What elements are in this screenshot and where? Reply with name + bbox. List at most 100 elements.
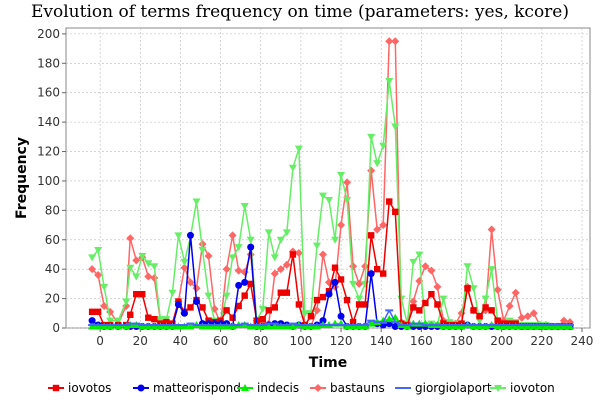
data-point-bastauns bbox=[559, 316, 568, 325]
y-tick-label: 100 bbox=[37, 174, 60, 188]
data-point-bastauns bbox=[355, 279, 364, 288]
data-point-iovoton bbox=[276, 236, 285, 244]
data-point-iovotos bbox=[199, 304, 206, 311]
data-point-giorgiolaport bbox=[553, 324, 562, 327]
data-point-iovoton bbox=[373, 160, 382, 168]
data-point-iovoton bbox=[282, 229, 291, 237]
x-tick-label: 120 bbox=[330, 334, 353, 348]
data-point-bastauns bbox=[186, 278, 195, 287]
data-point-giorgiolaport bbox=[439, 324, 448, 327]
data-point-iovoton bbox=[312, 242, 321, 250]
data-point-iovotos bbox=[271, 304, 278, 311]
data-point-iovotos bbox=[331, 264, 339, 271]
data-point-iovotos bbox=[265, 307, 272, 314]
data-point-indecis bbox=[385, 315, 394, 323]
data-point-iovotos bbox=[235, 302, 242, 310]
data-point-matteorispond bbox=[180, 309, 188, 317]
data-point-giorgiolaport bbox=[379, 321, 388, 324]
data-point-iovoton bbox=[240, 202, 249, 210]
data-point-giorgiolaport bbox=[559, 324, 568, 327]
data-point-iovotos bbox=[488, 307, 495, 314]
data-point-iovoton bbox=[180, 258, 189, 266]
data-point-iovoton bbox=[349, 280, 358, 288]
data-point-bastauns bbox=[94, 271, 103, 280]
data-point-iovoton bbox=[94, 247, 103, 255]
data-point-matteorispond bbox=[391, 323, 399, 331]
data-point-giorgiolaport bbox=[138, 324, 147, 327]
x-tick-label: 100 bbox=[289, 334, 312, 348]
legend-label: matteorispond bbox=[153, 381, 241, 395]
data-point-iovoton bbox=[343, 197, 352, 205]
legend-label: iovotos bbox=[68, 381, 111, 395]
data-point-iovotos bbox=[289, 251, 297, 258]
data-point-iovoton bbox=[132, 273, 141, 281]
data-point-iovoton bbox=[144, 260, 153, 268]
data-point-iovotos bbox=[223, 307, 230, 314]
data-point-giorgiolaport bbox=[373, 321, 382, 324]
data-point-giorgiolaport bbox=[198, 324, 207, 327]
data-point-iovotos bbox=[127, 311, 134, 318]
data-point-bastauns bbox=[282, 260, 291, 269]
data-point-matteorispond bbox=[88, 317, 96, 325]
data-point-giorgiolaport bbox=[325, 324, 334, 327]
data-point-bastauns bbox=[379, 221, 388, 230]
data-point-matteorispond bbox=[186, 231, 194, 239]
data-point-giorgiolaport bbox=[174, 324, 183, 327]
legend-item-matteorispond: matteorispond bbox=[133, 381, 241, 395]
data-point-giorgiolaport bbox=[565, 324, 574, 327]
data-point-iovotos bbox=[464, 285, 471, 292]
data-point-iovoton bbox=[192, 198, 201, 206]
data-point-giorgiolaport bbox=[216, 324, 225, 327]
data-point-matteorispond bbox=[331, 278, 339, 286]
data-point-bastauns bbox=[433, 282, 442, 291]
legend-label: bastauns bbox=[330, 381, 385, 395]
data-point-bastauns bbox=[222, 265, 231, 274]
data-point-giorgiolaport bbox=[114, 324, 123, 327]
data-point-giorgiolaport bbox=[541, 324, 550, 327]
x-tick-label: 20 bbox=[133, 334, 148, 348]
data-point-bastauns bbox=[276, 265, 285, 274]
data-point-giorgiolaport bbox=[180, 324, 189, 327]
x-tick-label: 140 bbox=[370, 334, 393, 348]
data-point-bastauns bbox=[132, 256, 141, 265]
data-point-giorgiolaport bbox=[276, 324, 285, 327]
data-point-giorgiolaport bbox=[168, 324, 177, 327]
data-point-bastauns bbox=[204, 251, 213, 260]
data-point-iovoton bbox=[168, 289, 177, 297]
x-tick-label: 180 bbox=[450, 334, 473, 348]
data-point-bastauns bbox=[180, 263, 189, 272]
y-tick-label: 180 bbox=[37, 56, 60, 70]
data-point-bastauns bbox=[373, 225, 382, 234]
data-point-giorgiolaport bbox=[132, 322, 141, 325]
data-point-iovoton bbox=[204, 292, 213, 300]
y-tick-label: 200 bbox=[37, 27, 60, 41]
data-point-iovotos bbox=[428, 290, 435, 298]
data-point-iovoton bbox=[156, 316, 165, 324]
data-point-iovotos bbox=[283, 289, 291, 296]
data-point-giorgiolaport bbox=[469, 324, 478, 327]
legend: iovotos matteorispond indecis bastauns giorg… bbox=[48, 381, 555, 395]
x-tick-label: 160 bbox=[410, 334, 433, 348]
y-tick-label: 20 bbox=[45, 292, 60, 306]
data-point-giorgiolaport bbox=[186, 322, 195, 325]
data-point-giorgiolaport bbox=[228, 324, 237, 327]
data-point-iovoton bbox=[300, 310, 309, 318]
data-point-iovoton bbox=[174, 232, 183, 240]
data-point-iovotos bbox=[259, 315, 266, 323]
data-point-iovotos bbox=[88, 308, 96, 316]
data-point-bastauns bbox=[517, 313, 526, 322]
data-point-giorgiolaport bbox=[282, 324, 291, 327]
data-point-matteorispond bbox=[367, 270, 375, 278]
data-point-matteorispond bbox=[174, 300, 182, 308]
x-tick-label: 40 bbox=[173, 334, 188, 348]
data-point-iovotos bbox=[380, 270, 387, 277]
data-point-iovoton bbox=[415, 251, 424, 259]
y-tick-label: 120 bbox=[37, 145, 60, 159]
data-point-iovoton bbox=[463, 263, 472, 271]
data-point-giorgiolaport bbox=[331, 324, 340, 327]
data-point-iovoton bbox=[270, 254, 279, 262]
data-point-iovotos bbox=[494, 317, 501, 324]
data-point-iovoton bbox=[487, 266, 496, 274]
data-point-matteorispond bbox=[247, 243, 255, 251]
data-point-iovotos bbox=[476, 313, 483, 320]
